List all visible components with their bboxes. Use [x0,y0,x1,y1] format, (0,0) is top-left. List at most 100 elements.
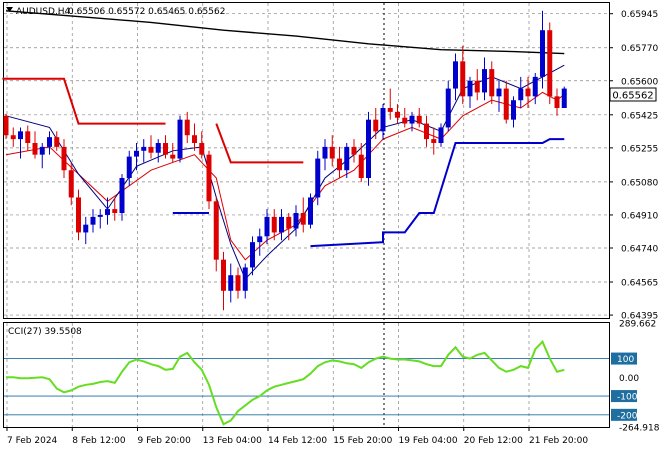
sma200-line [5,10,565,55]
candle-bear [68,170,74,198]
candle-bull [228,275,234,291]
cci-label: CCI(27) 39.5508 [8,327,82,337]
candle-bull [242,267,248,291]
price-tick-label: 0.65425 [621,111,658,121]
last-price-label: 0.65562 [612,91,653,102]
price-tick-label: 0.64395 [621,312,658,322]
candle-bull [511,100,516,120]
candle-bear [148,146,154,153]
candle-bull [279,216,284,233]
candle-bear [76,197,81,233]
candle-bull [18,131,23,140]
candle-bull [438,127,444,143]
time-tick-label: 7 Feb 2024 [7,436,58,446]
candle-bear [402,117,408,124]
candle-bull [134,150,139,157]
time-tick-label: 19 Feb 04:00 [399,436,458,446]
candle-bull [90,216,96,225]
candle-bear [358,154,364,178]
candle-bear [387,108,393,112]
candle-bear [112,209,118,213]
price-axis-ticks: 0.65945 0.65770 0.65600 0.65425 0.65255 0.650… [609,10,658,322]
candle-bear [10,135,16,140]
candle-bull [250,242,255,268]
candle-bear [351,146,357,155]
price-tick-label: 0.65080 [621,178,658,188]
candle-bull [366,119,371,178]
time-tick-label: 15 Feb 20:00 [333,436,392,446]
time-tick-label: 21 Feb 20:00 [529,436,588,446]
candle-bull [47,137,52,147]
candle-bull [177,119,183,159]
cci-tick-label: 289.662 [619,320,656,330]
candlesticks [3,10,567,311]
candle-bull [380,108,386,132]
candle-bull [532,76,538,97]
cci-level-lines [4,358,609,416]
candle-bull [293,213,299,229]
candle-bear [235,275,241,291]
cci-level-tag [611,390,637,403]
candle-bear [286,216,292,229]
candle-bear [163,143,168,155]
cci-tick-label: -200 [617,411,638,421]
candle-bear [395,111,400,118]
candle-bull [141,146,147,151]
time-tick-label: 13 Feb 04:00 [203,436,262,446]
candle-bull [322,146,328,159]
candle-bear [474,80,480,93]
trailing-stop-resistance [215,123,304,164]
cci-level-tag [611,352,637,365]
cci-tick-label: 100 [617,355,634,365]
cci-axis-ticks: 289.662 100 0.00 -100 -200 -264.9188 [611,320,660,434]
ohlc-readout: 0.65506 0.65572 0.65465 0.65562 [68,7,225,17]
cci-level-tag [611,408,637,421]
candle-bear [184,119,190,136]
candle-bull [264,216,270,237]
candle-bull [39,146,45,155]
panel-frames [3,2,610,428]
trailing-stop-lines [2,77,565,248]
price-tick-label: 0.64565 [621,279,658,289]
candle-bear [271,216,277,233]
candle-bear [61,146,67,171]
price-tick-label: 0.65600 [621,77,658,87]
time-tick-label: 14 Feb 12:00 [268,436,327,446]
candle-bull [83,224,89,233]
cci-line-group [6,339,565,426]
price-tick-label: 0.65770 [621,44,658,54]
candle-bear [431,139,437,143]
last-price-box [609,87,657,102]
candle-bull [453,61,458,89]
trailing-stop-resistance [2,77,166,125]
cci-tick-label: -264.9188 [619,424,660,434]
candle-bear [199,143,205,155]
time-tick-label: 8 Feb 12:00 [72,436,126,446]
candle-bull [445,88,451,128]
price-tick-label: 0.65945 [621,10,658,20]
candle-bear [460,61,466,97]
candle-bear [32,143,38,155]
candle-bull [97,214,103,217]
cci-tick-label: -100 [617,393,638,403]
time-axis-ticks: 7 Feb 2024 8 Feb 12:00 9 Feb 20:00 13 Feb 0… [6,427,588,446]
candle-bull [409,115,415,124]
symbol-arrow-icon [6,7,13,12]
trailing-stop-support [310,138,565,248]
price-tick-label: 0.64910 [621,211,658,221]
chart-title: AUDUSD,H4 [16,7,71,17]
candle-bull [105,209,110,215]
candle-bear [547,30,553,97]
candle-bull [257,236,263,243]
candle-bull [518,88,524,101]
candle-bear [54,137,60,147]
candle-bear [489,69,495,97]
candle-bear [554,96,560,108]
candle-bear [525,88,531,97]
candle-bull [315,158,321,198]
candle-bull [155,143,161,153]
candle-bear [373,119,379,132]
candle-bull [126,156,132,178]
candle-bear [206,154,212,202]
